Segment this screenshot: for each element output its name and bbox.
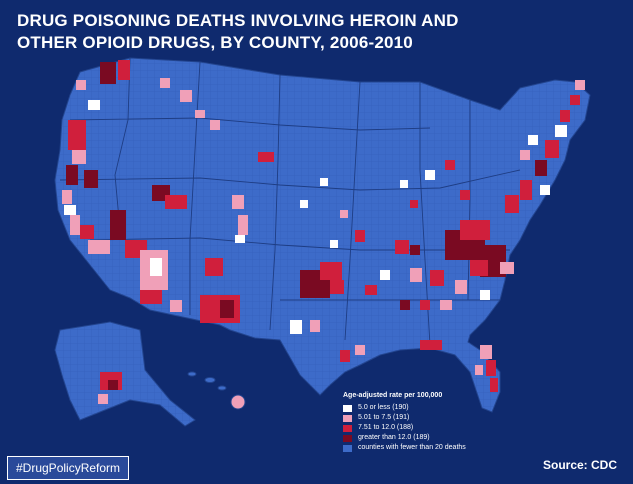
legend-label: 5.01 to 7.5 (191)	[358, 414, 410, 421]
map-title-line-1: DRUG POISONING DEATHS INVOLVING HEROIN A…	[17, 11, 459, 30]
legend-item: 5.01 to 7.5 (191)	[343, 413, 518, 423]
legend-item: 5.0 or less (190)	[343, 403, 518, 413]
legend-item: 7.51 to 12.0 (188)	[343, 423, 518, 433]
legend-label: counties with fewer than 20 deaths	[358, 444, 466, 451]
legend-label: 5.0 or less (190)	[358, 404, 409, 411]
legend-swatch	[343, 444, 352, 452]
legend-swatch	[343, 424, 352, 432]
legend-swatch	[343, 404, 352, 412]
map-title: DRUG POISONING DEATHS INVOLVING HEROIN A…	[17, 10, 617, 54]
legend-swatch	[343, 414, 352, 422]
legend-label: 7.51 to 12.0 (188)	[358, 424, 414, 431]
legend-title: Age-adjusted rate per 100,000	[343, 392, 443, 399]
legend-item: greater than 12.0 (189)	[343, 433, 518, 443]
legend-label: greater than 12.0 (189)	[358, 434, 430, 441]
source-label: Source: CDC	[543, 458, 618, 472]
legend-swatch	[343, 434, 352, 442]
hawaii-shape	[187, 371, 246, 410]
county-rate-patches	[62, 60, 274, 323]
legend: Age-adjusted rate per 100,000 5.0 or les…	[343, 391, 518, 453]
map-title-line-2: OTHER OPIOID DRUGS, BY COUNTY, 2006-2010	[17, 33, 413, 52]
legend-item: counties with fewer than 20 deaths	[343, 443, 518, 453]
hashtag-label: #DrugPolicyReform	[7, 456, 130, 480]
